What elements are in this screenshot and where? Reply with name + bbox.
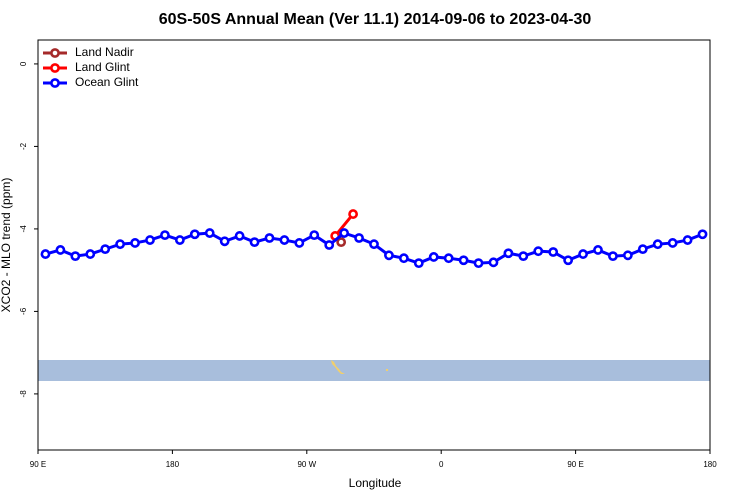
point bbox=[279, 235, 290, 245]
y-tick-label: 0 bbox=[19, 61, 28, 66]
point bbox=[70, 251, 81, 262]
point bbox=[160, 230, 170, 241]
point bbox=[369, 239, 379, 250]
point bbox=[115, 239, 126, 250]
legend-marker bbox=[50, 63, 60, 73]
point bbox=[548, 247, 559, 257]
point bbox=[682, 235, 693, 245]
point bbox=[413, 258, 424, 269]
plot-frame bbox=[37, 39, 711, 451]
y-tick-label: -4 bbox=[19, 225, 28, 233]
point bbox=[55, 245, 66, 255]
point bbox=[40, 249, 51, 259]
point bbox=[667, 238, 678, 248]
point bbox=[488, 257, 499, 268]
x-axis-label: Longitude bbox=[349, 476, 402, 490]
land-patch bbox=[331, 360, 345, 374]
point bbox=[503, 248, 514, 259]
y-tick-label: -2 bbox=[19, 142, 28, 150]
point bbox=[533, 246, 544, 257]
point bbox=[100, 244, 111, 255]
x-tick-label: 90 E bbox=[567, 460, 583, 469]
x-tick-label: 180 bbox=[166, 460, 180, 469]
y-tick-label: -6 bbox=[19, 307, 28, 315]
point bbox=[652, 239, 663, 250]
y-axis-label: XCO2 - MLO trend (ppm) bbox=[0, 178, 13, 313]
point bbox=[518, 251, 529, 262]
point bbox=[145, 235, 155, 245]
point bbox=[563, 255, 574, 266]
point bbox=[443, 253, 454, 264]
point bbox=[354, 233, 364, 243]
point bbox=[398, 253, 409, 264]
point bbox=[339, 228, 350, 238]
legend-marker bbox=[50, 48, 60, 58]
point bbox=[697, 229, 708, 240]
point bbox=[622, 250, 633, 261]
y-tick-label: -8 bbox=[19, 390, 28, 398]
chart-title: 60S-50S Annual Mean (Ver 11.1) 2014-09-0… bbox=[159, 11, 592, 28]
point bbox=[249, 237, 260, 248]
point bbox=[578, 249, 588, 259]
point bbox=[234, 231, 245, 241]
point bbox=[219, 236, 230, 247]
point bbox=[85, 249, 96, 259]
point bbox=[294, 238, 305, 248]
legend-label: Ocean Glint bbox=[75, 75, 139, 89]
legend-label: Land Glint bbox=[75, 60, 130, 74]
point bbox=[428, 252, 439, 262]
point bbox=[458, 255, 469, 266]
x-tick-label: 180 bbox=[703, 460, 717, 469]
land-patch bbox=[386, 369, 388, 371]
point bbox=[348, 209, 358, 219]
point bbox=[264, 233, 275, 243]
point bbox=[608, 251, 618, 262]
x-tick-label: 0 bbox=[439, 460, 444, 469]
point bbox=[384, 250, 394, 261]
point bbox=[324, 240, 335, 250]
x-tick-label: 90 W bbox=[297, 460, 316, 469]
point bbox=[174, 235, 185, 245]
point bbox=[336, 237, 347, 248]
point bbox=[593, 245, 603, 255]
point bbox=[130, 238, 140, 248]
point bbox=[204, 228, 215, 238]
legend-label: Land Nadir bbox=[75, 45, 134, 59]
point bbox=[637, 244, 648, 255]
point bbox=[309, 230, 320, 241]
map-strip bbox=[38, 360, 710, 381]
x-tick-label: 90 E bbox=[30, 460, 46, 469]
legend-marker bbox=[50, 78, 60, 88]
point bbox=[189, 229, 200, 240]
point bbox=[473, 258, 484, 269]
